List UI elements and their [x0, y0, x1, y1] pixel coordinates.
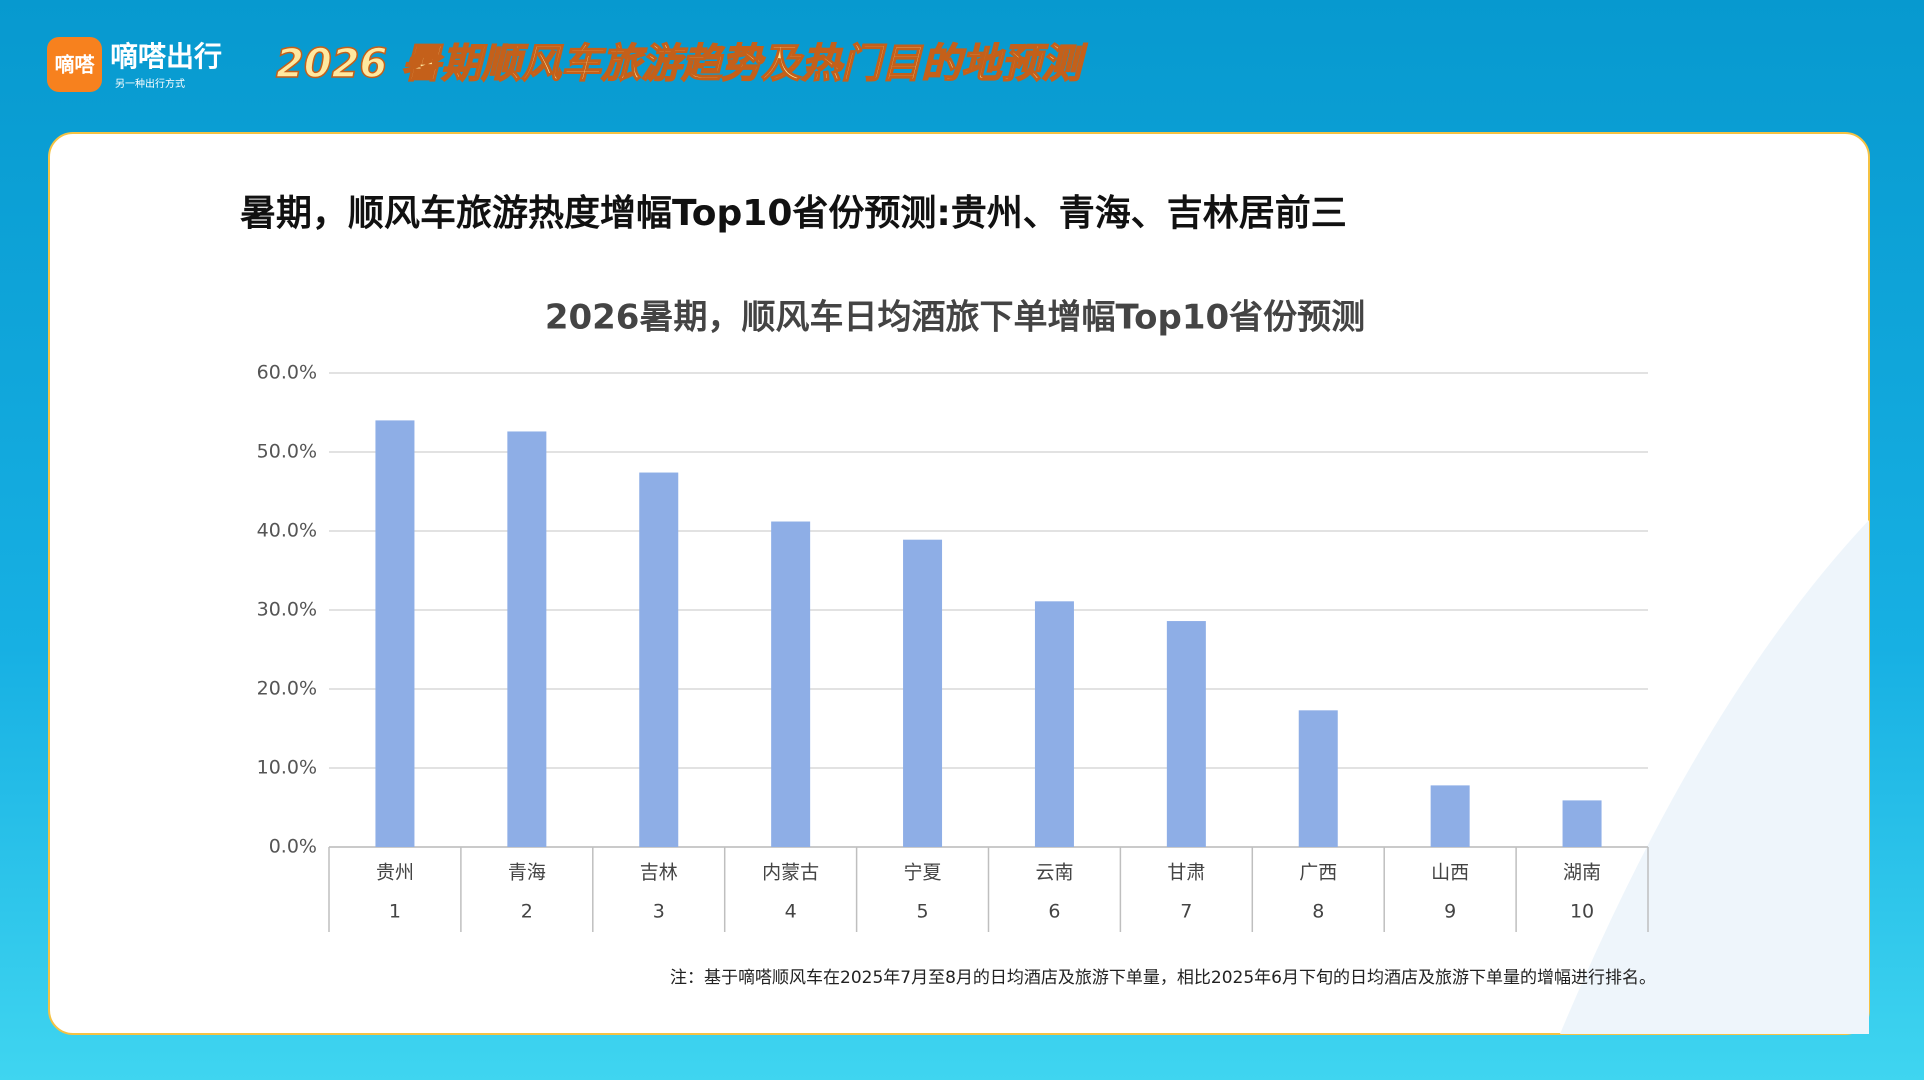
bar	[903, 539, 943, 847]
logo-icon	[47, 37, 102, 92]
y-tick-label: 0.0%	[269, 836, 317, 858]
bar	[1562, 800, 1602, 847]
x-tick-label: 贵州	[376, 862, 414, 884]
y-tick-label: 10.0%	[257, 757, 317, 779]
decoration	[1560, 520, 1869, 1034]
rank-label: 8	[1312, 901, 1324, 923]
x-tick-label: 吉林	[640, 862, 678, 884]
x-tick-label: 青海	[508, 862, 546, 884]
chart-title: 2026暑期，顺风车日均酒旅下单增幅Top10省份预测	[545, 298, 1365, 338]
bar	[1298, 710, 1338, 847]
headline: 暑期，顺风车旅游热度增幅Top10省份预测:贵州、青海、吉林居前三	[240, 193, 1347, 234]
x-tick-label: 广西	[1299, 862, 1337, 884]
x-tick-label: 云南	[1035, 862, 1073, 884]
bar	[639, 472, 679, 847]
x-tick-label: 湖南	[1563, 862, 1601, 884]
note: 注：基于嘀嗒顺风车在2025年7月至8月的日均酒店及旅游下单量，相比2025年6…	[670, 968, 1656, 988]
bar	[771, 521, 811, 847]
y-tick-label: 50.0%	[257, 441, 317, 463]
page-title: 2026 暑期顺风车旅游趋势及热门目的地预测	[276, 41, 1088, 87]
rank-label: 3	[653, 901, 665, 923]
rank-label: 10	[1570, 901, 1594, 923]
card	[48, 132, 1870, 1035]
rank-label: 7	[1180, 901, 1192, 923]
rank-label: 2	[521, 901, 533, 923]
slogan: 另一种出行方式	[115, 77, 185, 90]
rank-label: 4	[785, 901, 797, 923]
logo-text: 嘀嗒	[55, 53, 96, 77]
bar	[375, 420, 415, 847]
x-tick-label: 内蒙古	[762, 862, 819, 884]
y-tick-label: 30.0%	[257, 599, 317, 621]
brand: 嘀嗒出行	[110, 40, 222, 73]
y-tick-label: 40.0%	[257, 520, 317, 542]
rank-label: 5	[917, 901, 929, 923]
bar	[507, 431, 547, 847]
y-tick-label: 60.0%	[257, 362, 317, 384]
rank-label: 1	[389, 901, 401, 923]
bar	[1430, 785, 1470, 847]
x-tick-label: 山西	[1431, 862, 1469, 884]
rank-label: 6	[1048, 901, 1060, 923]
rank-label: 9	[1444, 901, 1456, 923]
bar	[1166, 621, 1206, 847]
x-tick-label: 宁夏	[904, 862, 942, 884]
bar	[1034, 601, 1074, 847]
x-tick-label: 甘肃	[1167, 862, 1205, 884]
y-tick-label: 20.0%	[257, 678, 317, 700]
